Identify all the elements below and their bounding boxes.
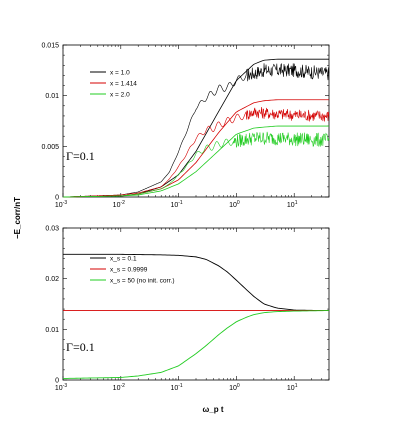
smooth-line <box>62 58 329 198</box>
x-tick-exponent: 0 <box>237 383 240 389</box>
x-tick-exponent: -1 <box>178 200 183 206</box>
smooth-line <box>62 125 329 198</box>
legend-label: x_s = 50 (no init. corr.) <box>110 277 175 284</box>
legend-label: x = 1.414 <box>110 80 137 87</box>
legend: x = 1.0 x = 1.414 x = 2.0 <box>90 69 137 98</box>
x-tick-exponent: 1 <box>295 383 298 389</box>
x-tick-label: 10-3 <box>55 383 67 392</box>
y-tick-label: 0.03 <box>45 226 59 233</box>
x-tick-exponent: -1 <box>178 383 183 389</box>
series-top-2 <box>62 125 330 198</box>
x-tick-label: 10-1 <box>170 200 182 209</box>
series-top-0 <box>62 58 330 198</box>
x-axis-label: ω_p t <box>203 405 224 414</box>
gamma-annotation: Γ=0.1 <box>66 340 95 354</box>
x-tick-label: 101 <box>287 383 298 392</box>
x-tick-exponent: 0 <box>237 200 240 206</box>
series-line <box>63 253 329 312</box>
gamma-annotation: Γ=0.1 <box>66 149 95 163</box>
y-tick-label: 0.02 <box>45 276 59 283</box>
y-tick-label: 0.01 <box>45 93 59 100</box>
x-tick-exponent: -3 <box>63 383 68 389</box>
y-tick-label: 0 <box>55 195 59 202</box>
series-top-1 <box>62 99 330 198</box>
y-axis-label: −E_corr/nT <box>13 197 22 239</box>
plot-frame <box>62 227 330 381</box>
legend: x_s = 0.1 x_s = 0.9999 x_s = 50 (no init. … <box>90 255 175 284</box>
smooth-line <box>62 99 329 198</box>
plot-frame <box>62 44 330 198</box>
series-bottom-0 <box>63 253 329 312</box>
series-line <box>62 310 329 379</box>
fluct-line <box>62 106 330 198</box>
x-tick-label: 10-2 <box>113 383 125 392</box>
x-tick-exponent: -3 <box>63 200 68 206</box>
x-tick-label: 10-1 <box>170 383 182 392</box>
x-tick-exponent: 1 <box>295 200 298 206</box>
y-tick-label: 0.005 <box>41 144 59 151</box>
y-tick-label: 0.015 <box>41 43 59 50</box>
series-bottom-2 <box>62 310 329 379</box>
x-tick-label: 101 <box>287 200 298 209</box>
legend-label: x_s = 0.1 <box>110 255 137 262</box>
legend-label: x = 2.0 <box>110 91 130 98</box>
y-tick-label: 0 <box>55 378 59 385</box>
x-tick-label: 100 <box>229 200 240 209</box>
x-tick-label: 10-3 <box>55 200 67 209</box>
y-tick-label: 0.01 <box>45 327 59 334</box>
legend-label: x = 1.0 <box>110 69 130 76</box>
fluct-line <box>62 131 330 198</box>
x-tick-exponent: -2 <box>120 200 125 206</box>
x-tick-exponent: -2 <box>120 383 125 389</box>
x-tick-label: 10-2 <box>113 200 125 209</box>
x-tick-label: 100 <box>229 383 240 392</box>
legend-label: x_s = 0.9999 <box>110 266 148 273</box>
